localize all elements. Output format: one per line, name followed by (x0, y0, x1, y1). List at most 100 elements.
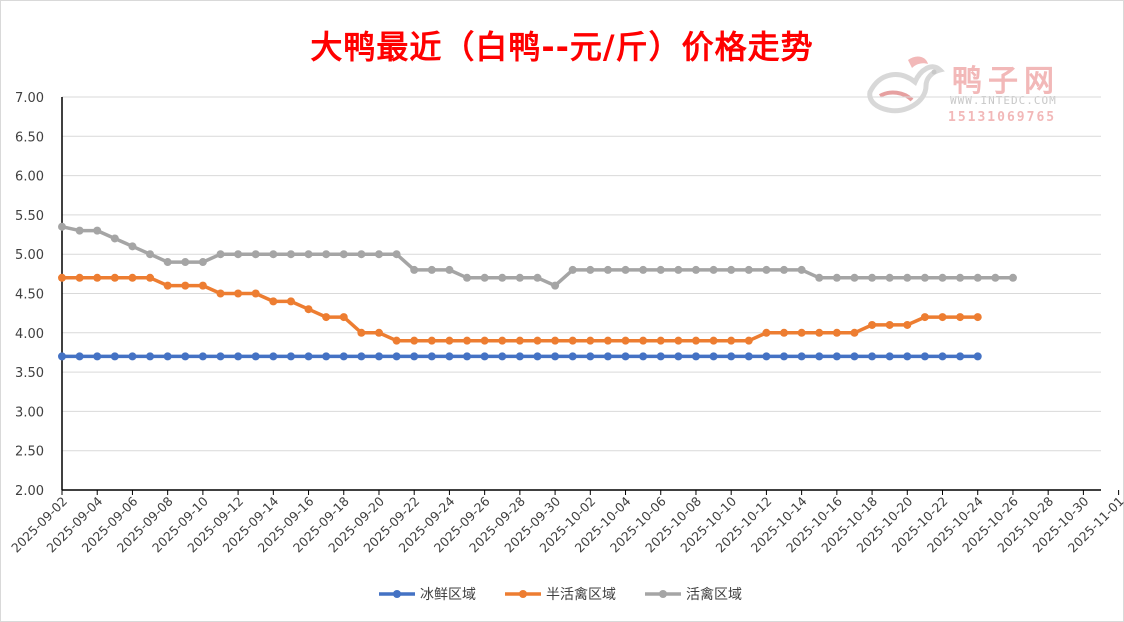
data-point (568, 265, 577, 274)
data-point (586, 336, 595, 345)
data-point (498, 336, 507, 345)
data-point (93, 273, 102, 282)
data-point (216, 250, 225, 259)
data-point (392, 336, 401, 345)
y-tick-label: 2.00 (15, 484, 44, 499)
data-point (568, 336, 577, 345)
data-point (868, 273, 877, 282)
data-point (973, 273, 982, 282)
data-point (586, 352, 595, 361)
data-point (815, 273, 824, 282)
watermark: 鸭子网 WWW.INTEDC.COM 15131069765 (860, 52, 1090, 132)
legend-label: 冰鲜区域 (420, 587, 476, 603)
data-point (304, 250, 313, 259)
data-point (815, 352, 824, 361)
data-point (269, 250, 278, 259)
data-point (251, 352, 260, 361)
data-point (322, 313, 331, 322)
data-point (427, 265, 436, 274)
data-point (551, 281, 560, 290)
data-point (463, 273, 472, 282)
y-tick-label: 2.50 (15, 445, 44, 460)
data-point (938, 273, 947, 282)
data-point (163, 258, 172, 267)
data-point (198, 258, 207, 267)
legend-label: 半活禽区域 (546, 586, 616, 603)
data-point (198, 281, 207, 290)
data-point (744, 265, 753, 274)
data-point (128, 242, 137, 251)
data-point (339, 313, 348, 322)
y-tick-label: 4.50 (15, 288, 44, 303)
data-point (709, 352, 718, 361)
data-point (515, 273, 524, 282)
data-point (603, 352, 612, 361)
data-point (727, 336, 736, 345)
data-point (885, 352, 894, 361)
data-point (1008, 273, 1017, 282)
data-point (58, 273, 66, 282)
data-point (656, 352, 665, 361)
data-point (374, 352, 383, 361)
data-point (850, 328, 859, 337)
data-point (797, 265, 806, 274)
data-point (656, 336, 665, 345)
watermark-name: 鸭子网 (952, 64, 1060, 99)
series-lines (58, 222, 1017, 361)
data-point (639, 265, 648, 274)
data-point (780, 352, 789, 361)
legend-marker (393, 590, 401, 598)
data-point (956, 273, 965, 282)
data-point (251, 250, 260, 259)
data-point (797, 352, 806, 361)
data-point (286, 297, 295, 306)
legend-marker (659, 590, 667, 598)
data-point (762, 352, 771, 361)
data-point (163, 281, 172, 290)
data-point (780, 328, 789, 337)
y-tick-label: 5.00 (15, 248, 44, 263)
data-point (815, 328, 824, 337)
data-point (234, 352, 243, 361)
data-point (339, 250, 348, 259)
data-point (304, 352, 313, 361)
data-point (75, 352, 84, 361)
data-point (727, 265, 736, 274)
data-point (533, 336, 542, 345)
data-point (956, 313, 965, 322)
data-point (269, 352, 278, 361)
data-point (639, 352, 648, 361)
legend-label: 活禽区域 (686, 586, 742, 603)
data-point (868, 320, 877, 329)
data-point (727, 352, 736, 361)
data-point (621, 352, 630, 361)
data-point (674, 352, 683, 361)
data-point (551, 352, 560, 361)
data-point (286, 250, 295, 259)
data-point (639, 336, 648, 345)
data-point (973, 352, 982, 361)
data-point (357, 250, 366, 259)
data-point (357, 352, 366, 361)
data-point (410, 352, 419, 361)
data-point (832, 273, 841, 282)
data-point (181, 258, 190, 267)
y-tick-label: 3.00 (15, 405, 44, 420)
data-point (427, 352, 436, 361)
data-point (181, 281, 190, 290)
data-point (903, 352, 912, 361)
data-point (251, 289, 260, 298)
data-point (286, 352, 295, 361)
data-point (744, 336, 753, 345)
data-point (885, 273, 894, 282)
data-point (480, 273, 489, 282)
y-tick-label: 4.00 (15, 327, 44, 342)
data-point (110, 273, 119, 282)
data-point (956, 352, 965, 361)
data-point (445, 352, 454, 361)
data-point (146, 352, 155, 361)
data-point (938, 352, 947, 361)
data-point (920, 352, 929, 361)
data-point (973, 313, 982, 322)
